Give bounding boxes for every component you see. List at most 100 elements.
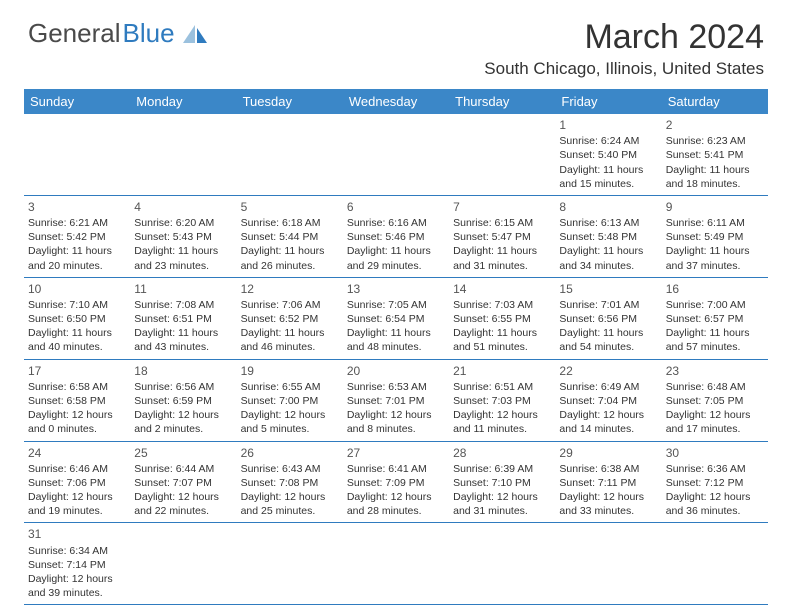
sunrise-line: Sunrise: 6:55 AM [241,380,339,394]
week-row: 10Sunrise: 7:10 AMSunset: 6:50 PMDayligh… [24,278,768,360]
sail-icon [181,23,209,45]
sunset-line: Sunset: 7:01 PM [347,394,445,408]
sunset-line: Sunset: 5:40 PM [559,148,657,162]
day-number: 16 [666,281,764,297]
day-number: 21 [453,363,551,379]
brand-logo: GeneralBlue [28,18,209,49]
daylight-line-2: and 25 minutes. [241,504,339,518]
daylight-line-1: Daylight: 12 hours [241,490,339,504]
day-number: 11 [134,281,232,297]
daylight-line-2: and 0 minutes. [28,422,126,436]
week-row: 1Sunrise: 6:24 AMSunset: 5:40 PMDaylight… [24,114,768,196]
weekday-header-cell: Sunday [24,89,130,114]
weekday-header-cell: Tuesday [237,89,343,114]
sunset-line: Sunset: 6:55 PM [453,312,551,326]
month-title: March 2024 [484,18,764,57]
sunset-line: Sunset: 5:47 PM [453,230,551,244]
day-number: 22 [559,363,657,379]
day-number: 7 [453,199,551,215]
sunset-line: Sunset: 7:00 PM [241,394,339,408]
day-cell: 13Sunrise: 7:05 AMSunset: 6:54 PMDayligh… [343,278,449,359]
sunrise-line: Sunrise: 6:24 AM [559,134,657,148]
daylight-line-2: and 28 minutes. [347,504,445,518]
day-cell: 4Sunrise: 6:20 AMSunset: 5:43 PMDaylight… [130,196,236,277]
week-row: 17Sunrise: 6:58 AMSunset: 6:58 PMDayligh… [24,360,768,442]
empty-day-cell [343,114,449,195]
sunrise-line: Sunrise: 7:03 AM [453,298,551,312]
day-cell: 30Sunrise: 6:36 AMSunset: 7:12 PMDayligh… [662,442,768,523]
day-number: 13 [347,281,445,297]
sunset-line: Sunset: 5:49 PM [666,230,764,244]
sunset-line: Sunset: 6:54 PM [347,312,445,326]
weekday-header-cell: Wednesday [343,89,449,114]
empty-day-cell [130,523,236,604]
day-cell: 3Sunrise: 6:21 AMSunset: 5:42 PMDaylight… [24,196,130,277]
daylight-line-2: and 19 minutes. [28,504,126,518]
daylight-line-1: Daylight: 11 hours [241,244,339,258]
day-number: 29 [559,445,657,461]
empty-day-cell [237,523,343,604]
page-header: GeneralBlue March 2024 South Chicago, Il… [0,0,792,89]
daylight-line-1: Daylight: 12 hours [347,490,445,504]
day-cell: 9Sunrise: 6:11 AMSunset: 5:49 PMDaylight… [662,196,768,277]
week-row: 3Sunrise: 6:21 AMSunset: 5:42 PMDaylight… [24,196,768,278]
day-number: 3 [28,199,126,215]
day-number: 31 [28,526,126,542]
daylight-line-2: and 26 minutes. [241,259,339,273]
daylight-line-2: and 36 minutes. [666,504,764,518]
day-number: 1 [559,117,657,133]
sunrise-line: Sunrise: 7:01 AM [559,298,657,312]
daylight-line-2: and 18 minutes. [666,177,764,191]
empty-day-cell [343,523,449,604]
weeks-container: 1Sunrise: 6:24 AMSunset: 5:40 PM Daylight… [24,114,768,605]
day-number: 24 [28,445,126,461]
day-number: 19 [241,363,339,379]
daylight-line-1: Daylight: 12 hours [666,408,764,422]
daylight-line-1: Daylight: 11 hours [559,244,657,258]
daylight-line-2: and 20 minutes. [28,259,126,273]
day-number: 15 [559,281,657,297]
day-cell: 20Sunrise: 6:53 AMSunset: 7:01 PMDayligh… [343,360,449,441]
empty-day-cell [130,114,236,195]
sunrise-line: Sunrise: 6:15 AM [453,216,551,230]
daylight-line-1: Daylight: 12 hours [666,490,764,504]
day-number: 25 [134,445,232,461]
daylight-line-1: Daylight: 12 hours [28,572,126,586]
day-cell: 15Sunrise: 7:01 AMSunset: 6:56 PMDayligh… [555,278,661,359]
day-number: 12 [241,281,339,297]
day-cell: 31Sunrise: 6:34 AMSunset: 7:14 PMDayligh… [24,523,130,604]
sunset-line: Sunset: 5:42 PM [28,230,126,244]
sunset-line: Sunset: 7:04 PM [559,394,657,408]
day-number: 20 [347,363,445,379]
daylight-line-1: Daylight: 12 hours [28,490,126,504]
day-cell: 17Sunrise: 6:58 AMSunset: 6:58 PMDayligh… [24,360,130,441]
day-cell: 7Sunrise: 6:15 AMSunset: 5:47 PMDaylight… [449,196,555,277]
sunset-line: Sunset: 7:05 PM [666,394,764,408]
daylight-line-2: and 29 minutes. [347,259,445,273]
sunset-line: Sunset: 5:48 PM [559,230,657,244]
daylight-line-1: Daylight: 11 hours [559,326,657,340]
day-number: 9 [666,199,764,215]
sunset-line: Sunset: 7:09 PM [347,476,445,490]
sunset-line: Sunset: 6:56 PM [559,312,657,326]
day-cell: 14Sunrise: 7:03 AMSunset: 6:55 PMDayligh… [449,278,555,359]
day-number: 30 [666,445,764,461]
sunset-line: Sunset: 7:10 PM [453,476,551,490]
sunrise-line: Sunrise: 6:38 AM [559,462,657,476]
day-cell: 21Sunrise: 6:51 AMSunset: 7:03 PMDayligh… [449,360,555,441]
sunrise-line: Sunrise: 7:06 AM [241,298,339,312]
sunset-line: Sunset: 6:57 PM [666,312,764,326]
calendar-grid: SundayMondayTuesdayWednesdayThursdayFrid… [24,89,768,605]
daylight-line-2: and 11 minutes. [453,422,551,436]
daylight-line-1: Daylight: 11 hours [28,326,126,340]
sunset-line: Sunset: 5:41 PM [666,148,764,162]
daylight-line-1: Daylight: 12 hours [28,408,126,422]
daylight-line-2: and 39 minutes. [28,586,126,600]
sunset-line: Sunset: 7:06 PM [28,476,126,490]
day-cell: 28Sunrise: 6:39 AMSunset: 7:10 PMDayligh… [449,442,555,523]
daylight-line-1: Daylight: 11 hours [347,326,445,340]
daylight-line-1: Daylight: 11 hours [666,244,764,258]
day-cell: 10Sunrise: 7:10 AMSunset: 6:50 PMDayligh… [24,278,130,359]
daylight-line-2: and 22 minutes. [134,504,232,518]
location-text: South Chicago, Illinois, United States [484,59,764,79]
